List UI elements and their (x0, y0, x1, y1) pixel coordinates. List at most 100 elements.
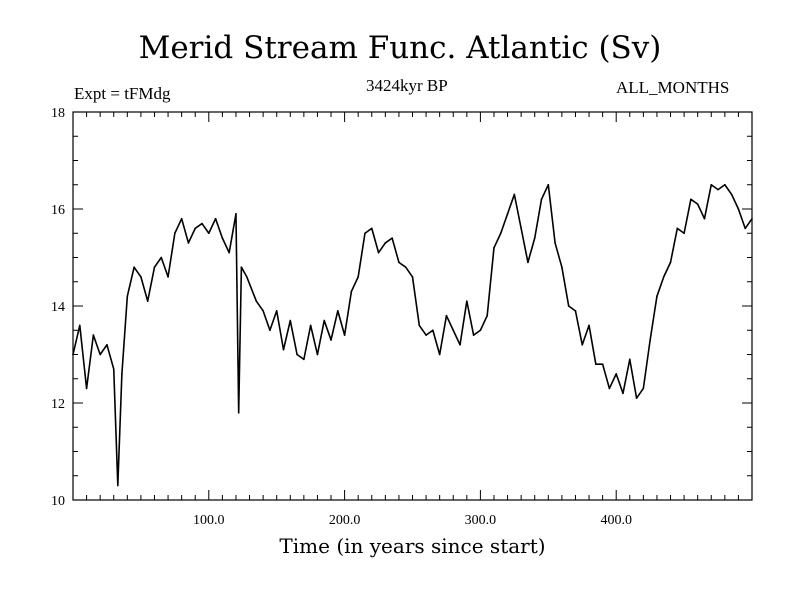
data-point (608, 387, 611, 390)
data-point (404, 266, 407, 269)
data-point (72, 353, 74, 356)
data-point (364, 232, 366, 235)
x-tick-label: 400.0 (600, 513, 632, 528)
data-point (153, 266, 156, 269)
data-point (384, 242, 387, 244)
data-point (649, 339, 651, 341)
data-point (459, 344, 461, 346)
data-point (445, 314, 448, 317)
period-label: 3424kyr BP (366, 76, 448, 95)
data-point (628, 358, 631, 361)
x-tick-label: 100.0 (193, 513, 225, 528)
data-point (112, 368, 115, 370)
data-point (520, 227, 522, 230)
data-point (255, 300, 258, 302)
data-point (737, 208, 740, 210)
experiment-label: Expt = tFMdg (74, 84, 171, 103)
data-point (601, 363, 604, 366)
data-point (744, 227, 747, 230)
data-point (289, 319, 292, 322)
data-point (140, 276, 142, 278)
data-point (167, 276, 169, 278)
months-label: ALL_MONTHS (616, 78, 730, 97)
data-point (282, 348, 285, 351)
data-point (676, 227, 679, 230)
series-points-0 (72, 183, 753, 487)
data-point (309, 324, 312, 327)
x-tick-label: 200.0 (329, 513, 361, 528)
data-point (669, 261, 672, 264)
data-point (330, 339, 332, 341)
y-tick-label: 10 (51, 494, 65, 509)
data-point (595, 363, 597, 366)
data-point (438, 353, 441, 356)
data-point (117, 484, 119, 487)
data-point (656, 295, 658, 298)
y-tick-label: 14 (51, 300, 65, 315)
data-point (106, 344, 108, 346)
data-point (201, 222, 203, 225)
data-point (296, 353, 298, 356)
data-point (696, 203, 699, 205)
data-point (466, 300, 468, 302)
data-point (635, 397, 638, 399)
data-point (411, 276, 414, 278)
data-point (228, 251, 230, 254)
y-tick-label: 18 (51, 106, 65, 121)
data-point (180, 217, 183, 220)
data-point (350, 290, 353, 293)
data-point (561, 266, 563, 269)
data-point (751, 217, 753, 220)
data-point (452, 329, 455, 332)
data-point (683, 232, 685, 235)
data-point (398, 261, 400, 264)
data-point (554, 242, 556, 244)
plot-frame (72, 111, 753, 501)
data-point (262, 310, 264, 312)
data-point (486, 314, 488, 317)
data-point (323, 319, 326, 322)
data-point (133, 266, 135, 269)
data-point (425, 334, 427, 336)
data-point (527, 261, 529, 264)
data-point (357, 276, 359, 278)
data-point (703, 217, 706, 220)
data-point (246, 276, 248, 278)
chart-title: Merid Stream Func. Atlantic (Sv) (138, 30, 662, 66)
data-point (662, 276, 665, 278)
data-point (533, 237, 536, 239)
data-point (240, 266, 243, 269)
data-point (574, 310, 577, 312)
data-point (724, 183, 726, 186)
data-point (432, 329, 434, 332)
data-point (547, 183, 550, 186)
data-point (730, 193, 733, 196)
data-point (343, 334, 346, 336)
series-line-0 (72, 183, 753, 487)
data-point (581, 344, 584, 346)
data-point (85, 387, 88, 390)
data-point (615, 373, 617, 375)
data-point (391, 237, 393, 239)
data-point (377, 251, 380, 254)
data-point (92, 334, 95, 336)
data-point (717, 188, 719, 191)
data-point (513, 193, 516, 196)
data-point (208, 232, 210, 235)
data-point (588, 324, 590, 327)
data-point (499, 232, 502, 235)
data-point (174, 232, 176, 235)
data-point (337, 310, 339, 312)
data-point (316, 353, 319, 356)
data-point (710, 183, 713, 186)
data-point (194, 227, 197, 230)
data-point (622, 392, 624, 395)
data-point (493, 247, 495, 249)
data-point (99, 353, 101, 356)
data-point (214, 217, 217, 220)
y-tick-label: 12 (51, 397, 65, 412)
data-point (160, 256, 163, 259)
data-point (237, 411, 240, 414)
data-point (235, 213, 237, 215)
